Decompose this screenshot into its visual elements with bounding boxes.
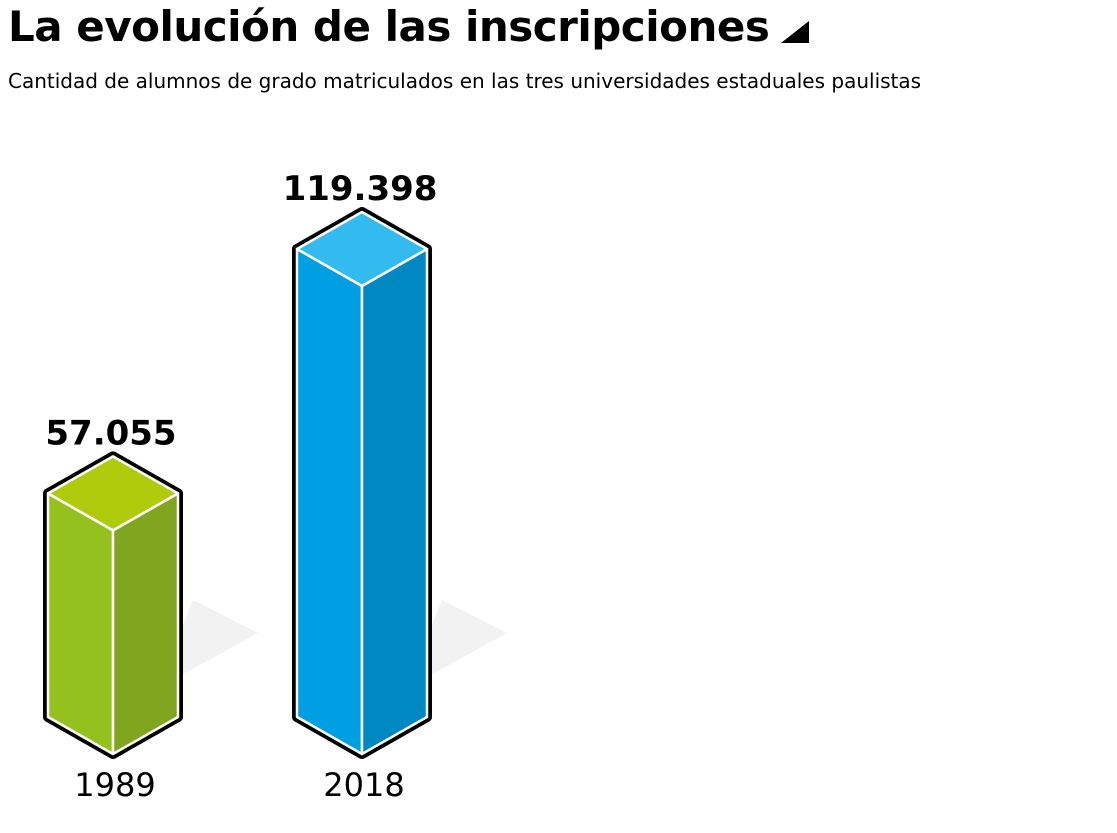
bar-side-face-1989 bbox=[111, 492, 180, 756]
bar-front-face-2018 bbox=[295, 247, 364, 756]
chart-title: La evolución de las inscripciones bbox=[8, 2, 770, 51]
chart-header: La evolución de las inscripciones Cantid… bbox=[8, 0, 1108, 93]
bar-shadow-1989 bbox=[178, 600, 258, 677]
chart-subtitle: Cantidad de alumnos de grado matriculado… bbox=[8, 69, 922, 93]
bar-front-face-1989 bbox=[46, 492, 115, 756]
corner-triangle-icon bbox=[781, 21, 810, 43]
bar-side-face-2018 bbox=[360, 247, 429, 756]
data-label-2018: 119.398 bbox=[283, 169, 438, 209]
data-label-1989: 57.055 bbox=[45, 413, 176, 453]
bar-top-face-1989 bbox=[46, 455, 180, 532]
title-row: La evolución de las inscripciones bbox=[8, 0, 1108, 54]
category-label-1989: 1989 bbox=[74, 766, 155, 804]
bar-top-face-2018 bbox=[295, 210, 429, 288]
category-label-2018: 2018 bbox=[323, 766, 404, 804]
bar-shadow-2018 bbox=[427, 600, 507, 677]
